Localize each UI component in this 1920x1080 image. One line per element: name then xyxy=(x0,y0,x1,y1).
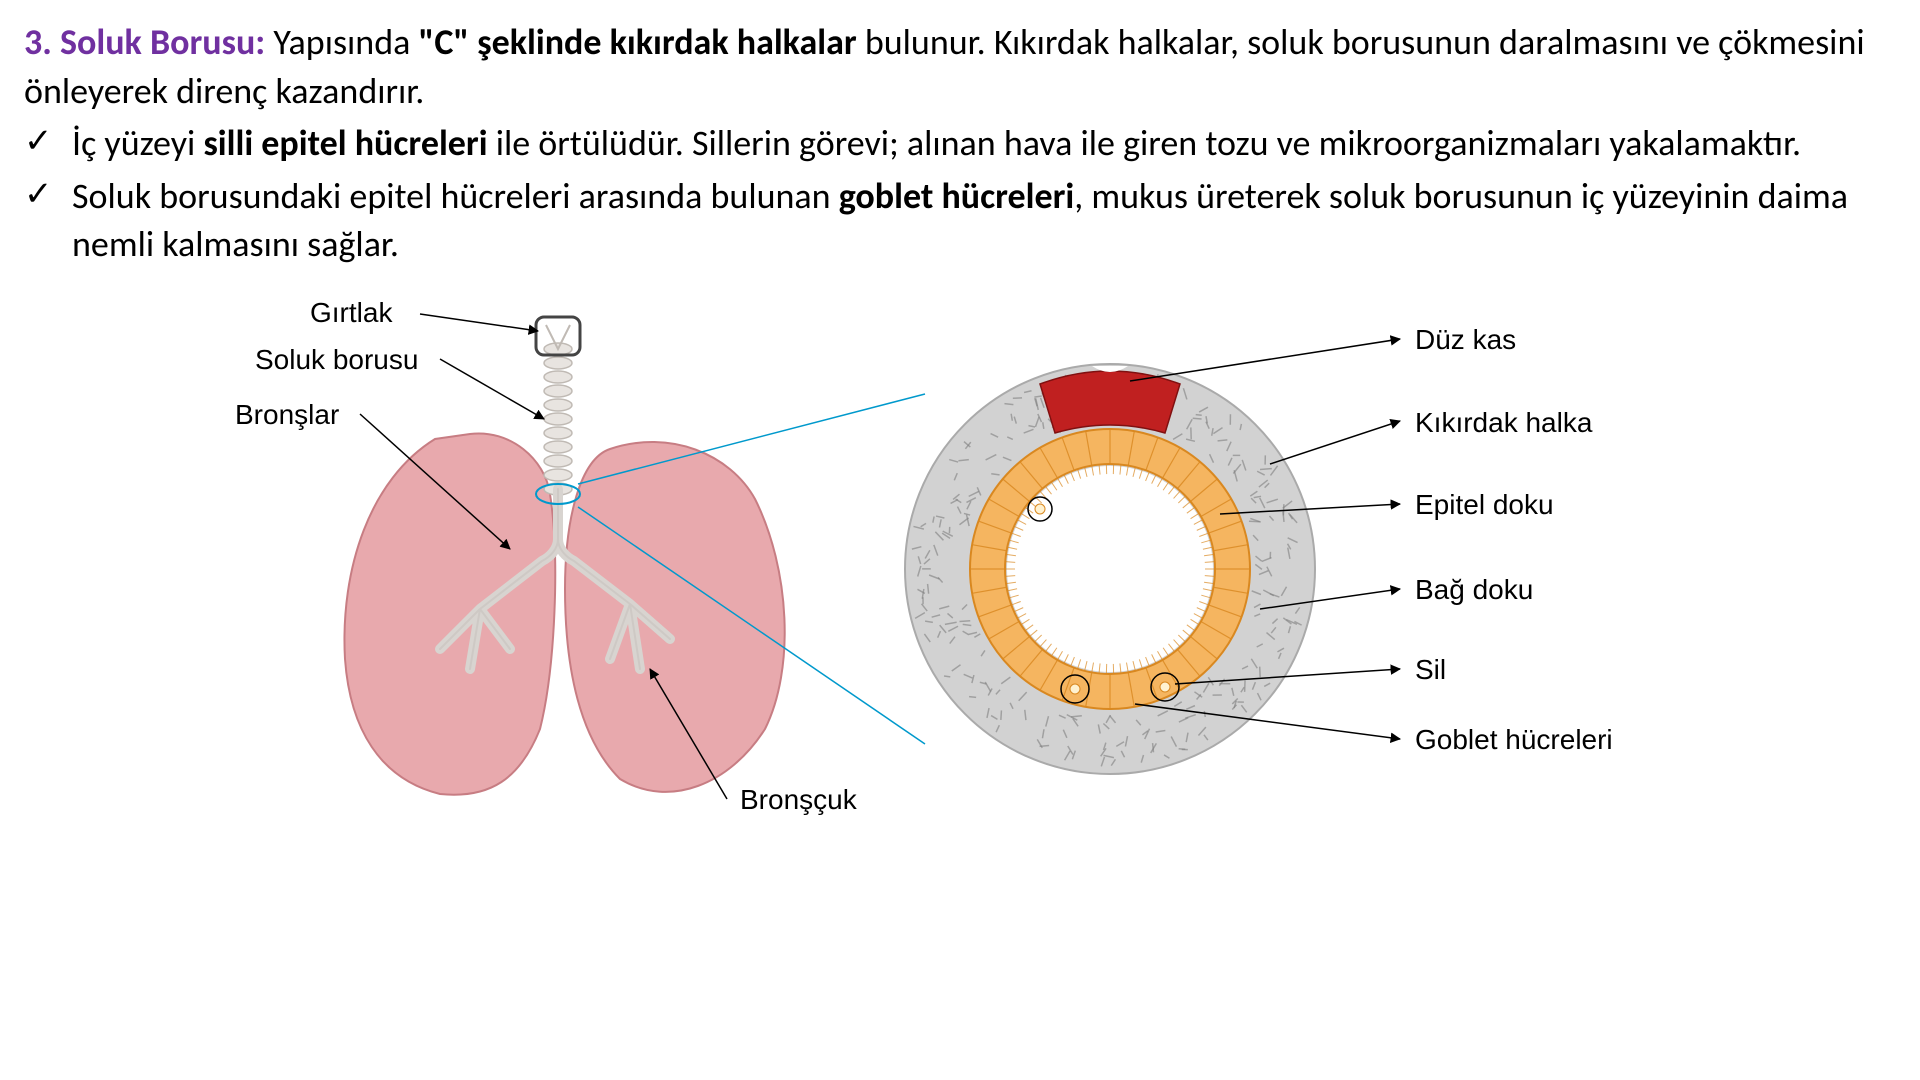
bullet1-b: ile örtülüdür. Sillerin görevi; alınan h… xyxy=(488,121,1802,165)
heading-text-1a: Yapısında xyxy=(265,20,418,64)
label-bag-doku: Bağ doku xyxy=(1415,574,1533,606)
bullet-1: ✓ İç yüzeyi silli epitel hücreleri ile ö… xyxy=(24,119,1896,168)
respiratory-diagram: Gırtlak Soluk borusu Bronşlar Bronşçuk D… xyxy=(210,289,1710,849)
label-sil: Sil xyxy=(1415,654,1446,686)
heading-number: 3. Soluk Borusu: xyxy=(24,20,265,64)
bullet2-bold: goblet hücreleri xyxy=(839,174,1075,218)
label-bronslar: Bronşlar xyxy=(235,399,339,431)
paragraph-heading: 3. Soluk Borusu: Yapısında "C" şeklinde … xyxy=(24,18,1896,115)
bullet-2: ✓ Soluk borusundaki epitel hücreleri ara… xyxy=(24,172,1896,269)
label-soluk-borusu: Soluk borusu xyxy=(255,344,418,376)
bullet1-a: İç yüzeyi xyxy=(72,121,203,165)
heading-bold: "C" şeklinde kıkırdak halkalar xyxy=(419,20,857,64)
bullet1-bold: silli epitel hücreleri xyxy=(203,121,487,165)
label-duz-kas: Düz kas xyxy=(1415,324,1516,356)
check-icon: ✓ xyxy=(24,119,72,162)
bullet2-a: Soluk borusundaki epitel hücreleri arası… xyxy=(72,174,839,218)
label-girtlak: Gırtlak xyxy=(310,297,392,329)
label-kikirdak-halka: Kıkırdak halka xyxy=(1415,407,1592,439)
check-icon: ✓ xyxy=(24,172,72,215)
label-goblet: Goblet hücreleri xyxy=(1415,724,1613,756)
diagram-svg xyxy=(210,289,1710,849)
label-bronscuk: Bronşçuk xyxy=(740,784,857,816)
label-epitel-doku: Epitel doku xyxy=(1415,489,1554,521)
